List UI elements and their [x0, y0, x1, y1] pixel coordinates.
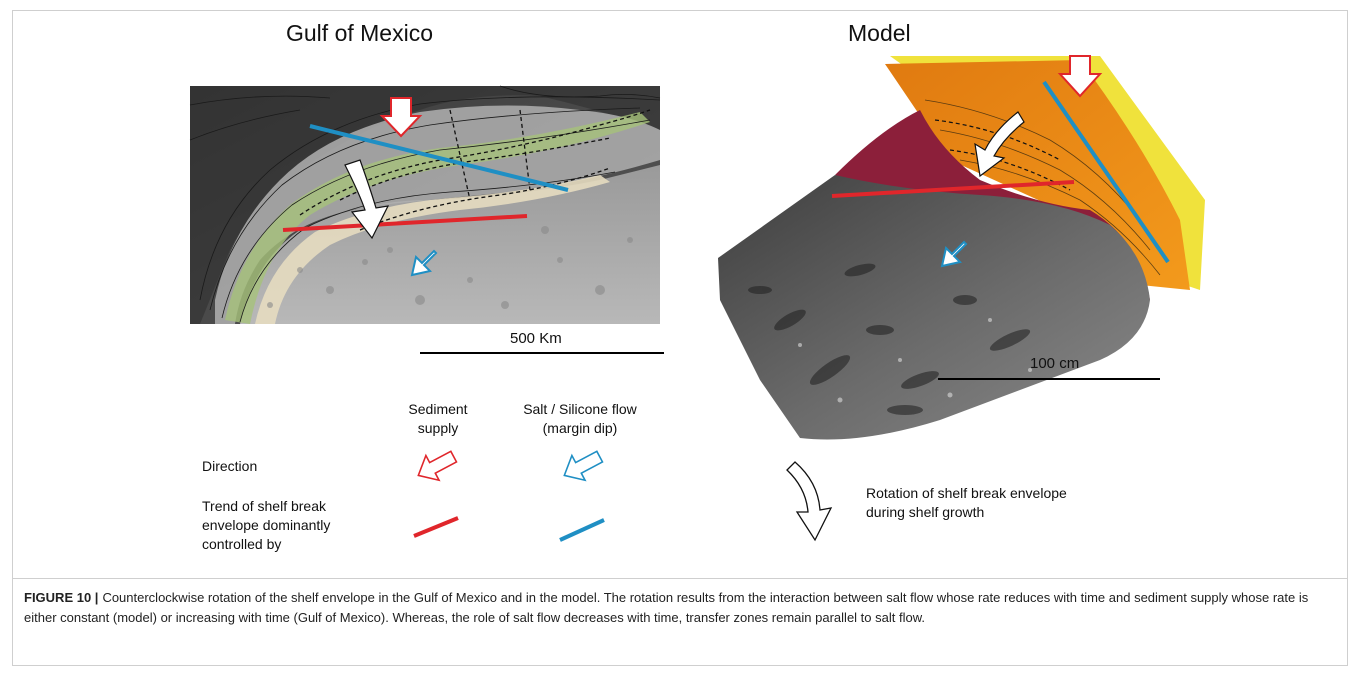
model-salt-trend-line — [1042, 80, 1170, 264]
legend-rotation-note: Rotation of shelf break envelope during … — [866, 485, 1067, 520]
legend-col-sediment: Sediment supply — [408, 401, 468, 436]
model-image — [718, 55, 1205, 440]
figure-graphics — [189, 55, 1205, 542]
right-scale-bar — [938, 378, 1160, 380]
model-sediment-trend-line — [831, 180, 1075, 198]
figure-frame — [12, 10, 1348, 666]
legend-row-direction: Direction — [202, 458, 258, 474]
legend-salt-direction-icon — [563, 450, 604, 482]
legend-row-trend: Trend of shelf break envelope dominantly… — [202, 498, 331, 552]
gulf-sediment-trend-line — [282, 214, 528, 232]
left-panel-title: Gulf of Mexico — [286, 20, 433, 46]
legend-salt-trend-line — [559, 518, 605, 542]
left-scale-bar — [420, 352, 664, 354]
caption-text: Counterclockwise rotation of the shelf e… — [24, 590, 1309, 625]
legend-col-salt: Salt / Silicone flow (margin dip) — [523, 401, 637, 436]
left-scale-label: 500 Km — [510, 330, 562, 347]
legend-rotation-arrow-icon — [786, 461, 833, 542]
right-panel-title: Model — [848, 20, 911, 46]
gulf-rotation-arrow-icon — [344, 159, 390, 240]
model-sediment-arrow-icon — [1057, 55, 1103, 98]
caption-label: FIGURE 10 | — [24, 590, 99, 605]
gulf-salt-arrow-icon — [410, 249, 438, 277]
model-salt-arrow-icon — [940, 240, 968, 268]
legend-sediment-trend-line — [413, 516, 459, 538]
model-rotation-arrow-icon — [974, 111, 1025, 178]
legend-sediment-direction-icon — [417, 450, 458, 482]
gulf-map — [189, 85, 661, 324]
gulf-sediment-arrow-icon — [379, 97, 423, 138]
gulf-salt-trend-line — [309, 124, 569, 192]
right-scale-label: 100 cm — [1030, 355, 1080, 372]
caption-divider — [12, 578, 1348, 579]
figure-caption: FIGURE 10 | Counterclockwise rotation of … — [24, 588, 1336, 628]
